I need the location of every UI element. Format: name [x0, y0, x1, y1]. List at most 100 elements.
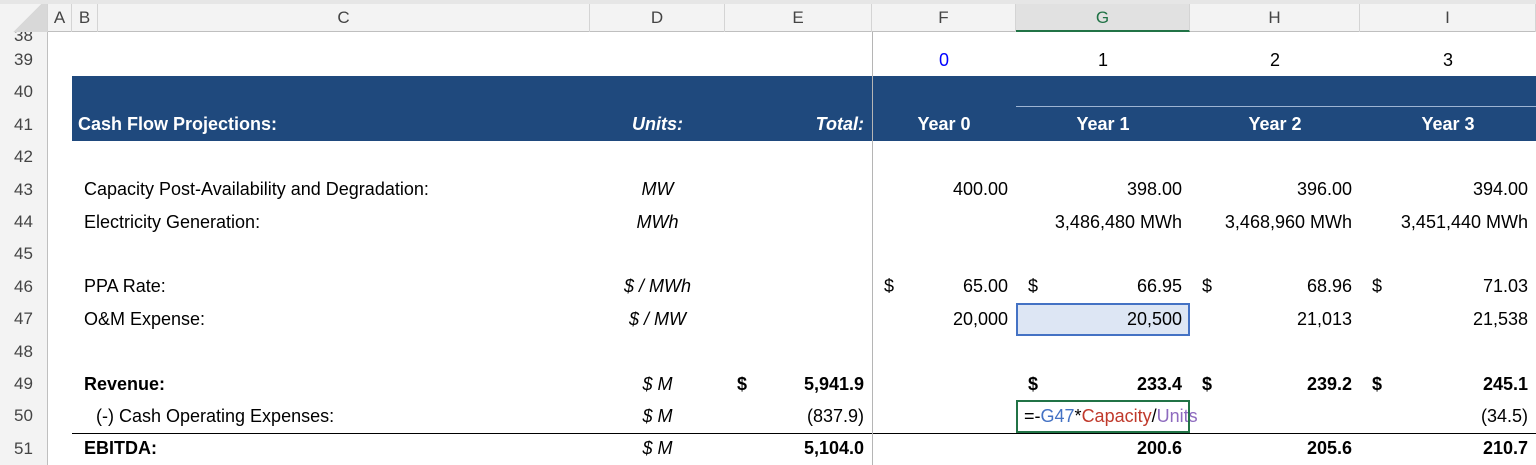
cell-f44[interactable]	[872, 206, 1016, 238]
units-49[interactable]: $ M	[642, 373, 673, 394]
cell-h50[interactable]	[1190, 400, 1360, 432]
row-header-50[interactable]: 50	[0, 400, 48, 433]
line-label-51[interactable]: EBITDA:	[84, 438, 157, 459]
cell-g43[interactable]: 398.00	[1016, 174, 1190, 206]
line-label-44[interactable]: Electricity Generation:	[84, 211, 261, 232]
cell-i44[interactable]: 3,451,440 MWh	[1360, 206, 1536, 238]
cell-f47[interactable]: 20,000	[872, 303, 1016, 335]
column-header-b[interactable]: B	[72, 4, 98, 32]
column-header-a[interactable]: A	[48, 4, 72, 32]
total-44[interactable]	[725, 206, 872, 238]
column-header-e[interactable]: E	[725, 4, 872, 32]
row-header-38[interactable]: 38	[0, 32, 48, 44]
column-header-c[interactable]: C	[98, 4, 590, 32]
cell-g44[interactable]: 3,486,480 MWh	[1016, 206, 1190, 238]
cell-i49[interactable]: $245.1	[1360, 368, 1536, 400]
cell-g49[interactable]: $233.4	[1016, 368, 1190, 400]
cell-h47[interactable]: 21,013	[1190, 303, 1360, 335]
cell-i51[interactable]: 210.7	[1360, 433, 1536, 465]
cell-d39[interactable]	[590, 44, 725, 76]
cell-i46[interactable]: $71.03	[1360, 271, 1536, 303]
cell-h49[interactable]: $239.2	[1190, 368, 1360, 400]
cell-i43[interactable]: 394.00	[1360, 174, 1536, 206]
value-h44: 3,468,960 MWh	[1224, 211, 1352, 232]
year-index-g[interactable]: 1	[1097, 49, 1108, 70]
total-46[interactable]	[725, 271, 872, 303]
row-header-44[interactable]: 44	[0, 205, 48, 239]
units-51[interactable]: $ M	[642, 438, 673, 459]
year-index-h[interactable]: 2	[1269, 49, 1280, 70]
band-cell-e40[interactable]	[725, 76, 872, 109]
band-cell-g40[interactable]	[1016, 76, 1190, 109]
year-header-f[interactable]: Year 0	[872, 108, 1016, 142]
year-header-i[interactable]: Year 3	[1360, 108, 1536, 142]
row-header-39[interactable]: 39	[0, 44, 48, 77]
cell-g46[interactable]: $66.95	[1016, 271, 1190, 303]
column-header-h[interactable]: H	[1190, 4, 1360, 32]
units-50[interactable]: $ M	[642, 405, 673, 426]
cell-g50[interactable]: =- G47 * Capacity / Units	[1016, 400, 1198, 433]
total-header[interactable]: Total:	[725, 108, 872, 142]
row-header-47[interactable]: 47	[0, 303, 48, 336]
line-label-50[interactable]: (-) Cash Operating Expenses:	[96, 405, 335, 426]
row-header-46[interactable]: 46	[0, 270, 48, 304]
select-all-corner[interactable]	[0, 4, 48, 32]
column-header-d[interactable]: D	[590, 4, 725, 32]
line-label-43[interactable]: Capacity Post-Availability and Degradati…	[84, 179, 429, 200]
cell-i50[interactable]: (34.5)	[1360, 400, 1536, 432]
cell-e39[interactable]	[725, 44, 872, 76]
units-header[interactable]: Units:	[590, 108, 725, 142]
units-47[interactable]: $ / MW	[629, 308, 686, 329]
line-label-47[interactable]: O&M Expense:	[84, 308, 206, 329]
line-label-46[interactable]: PPA Rate:	[84, 276, 166, 297]
row-header-48[interactable]: 48	[0, 335, 48, 368]
units-43[interactable]: MW	[641, 179, 674, 200]
band-cell-i40[interactable]	[1360, 76, 1536, 109]
row-header-45[interactable]: 45	[0, 238, 48, 271]
blank[interactable]	[48, 44, 590, 76]
blank-48[interactable]	[48, 336, 590, 368]
cell-g51[interactable]: 200.6	[1016, 433, 1190, 465]
cell-a41[interactable]	[48, 108, 72, 142]
units-46[interactable]: $ / MWh	[623, 276, 691, 297]
column-header-f[interactable]: F	[872, 4, 1016, 32]
blank-45[interactable]	[48, 238, 590, 270]
row-header-42[interactable]: 42	[0, 141, 48, 174]
band-cell-f40[interactable]	[872, 76, 1016, 109]
blank-42[interactable]	[48, 141, 590, 173]
row-header-41[interactable]: 41	[0, 108, 48, 142]
cell-f51[interactable]	[872, 433, 1016, 465]
cell-f43[interactable]: 400.00	[872, 174, 1016, 206]
cell-g47[interactable]: 20,500	[1016, 303, 1190, 336]
total-43[interactable]	[725, 174, 872, 206]
band-cell-h40[interactable]	[1190, 76, 1360, 109]
cell-h46[interactable]: $68.96	[1190, 271, 1360, 303]
value-f46: 65.00	[962, 276, 1008, 297]
cell-a40[interactable]	[48, 76, 72, 109]
year-header-g[interactable]: Year 1	[1016, 108, 1190, 142]
cell-f50[interactable]	[872, 400, 1016, 432]
cell-h44[interactable]: 3,468,960 MWh	[1190, 206, 1360, 238]
section-title[interactable]: Cash Flow Projections:	[72, 108, 590, 142]
cell-f49[interactable]	[872, 368, 1016, 400]
cell-h51[interactable]: 205.6	[1190, 433, 1360, 465]
band-cell-d40[interactable]	[590, 76, 725, 109]
cell-f46[interactable]: $65.00	[872, 271, 1016, 303]
row-header-40[interactable]: 40	[0, 76, 48, 109]
total-51[interactable]: 5,104.0	[725, 433, 872, 465]
column-header-i[interactable]: I	[1360, 4, 1536, 32]
year-index-i[interactable]: 3	[1442, 49, 1453, 70]
row-header-49[interactable]: 49	[0, 367, 48, 401]
year-header-h[interactable]: Year 2	[1190, 108, 1360, 142]
units-44[interactable]: MWh	[636, 211, 679, 232]
column-header-g[interactable]: G	[1016, 4, 1190, 32]
cell-h43[interactable]: 396.00	[1190, 174, 1360, 206]
row-header-51[interactable]: 51	[0, 432, 48, 465]
line-label-49[interactable]: Revenue:	[84, 373, 166, 394]
total-47[interactable]	[725, 303, 872, 335]
cell-i47[interactable]: 21,538	[1360, 303, 1536, 335]
year-index-f[interactable]: 0	[938, 49, 949, 70]
total-50[interactable]: (837.9)	[725, 400, 872, 432]
total-49[interactable]: $5,941.9	[725, 368, 872, 400]
row-header-43[interactable]: 43	[0, 173, 48, 206]
